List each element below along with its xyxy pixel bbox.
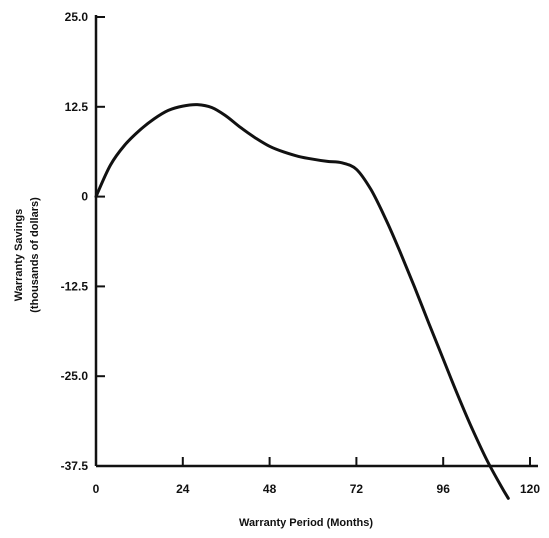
x-tick-label: 120 [520, 482, 540, 496]
tick-labels: 25.0 12.5 0 -12.5 -25.0 -37.5 0 24 48 72 96 120 [61, 10, 541, 496]
savings-line [94, 103, 510, 500]
y-tick-label: 12.5 [65, 100, 89, 114]
x-tick-label: 24 [176, 482, 190, 496]
x-tick-label: 0 [93, 482, 100, 496]
y-tick-label: -37.5 [61, 459, 89, 473]
y-axis-label-line2: (thousands of dollars) [29, 197, 41, 313]
y-tick-label: -25.0 [61, 369, 89, 383]
tick-marks [96, 16, 531, 467]
x-tick-label: 96 [437, 482, 451, 496]
x-tick-label: 48 [263, 482, 277, 496]
y-tick-label: -12.5 [61, 279, 89, 293]
y-tick-label: 0 [81, 190, 88, 204]
x-tick-label: 72 [350, 482, 364, 496]
axes [94, 15, 538, 468]
y-tick-label: 25.0 [65, 10, 89, 24]
y-axis-label-line1: Warranty Savings [13, 209, 25, 302]
x-axis-label: Warranty Period (Months) [239, 517, 373, 529]
